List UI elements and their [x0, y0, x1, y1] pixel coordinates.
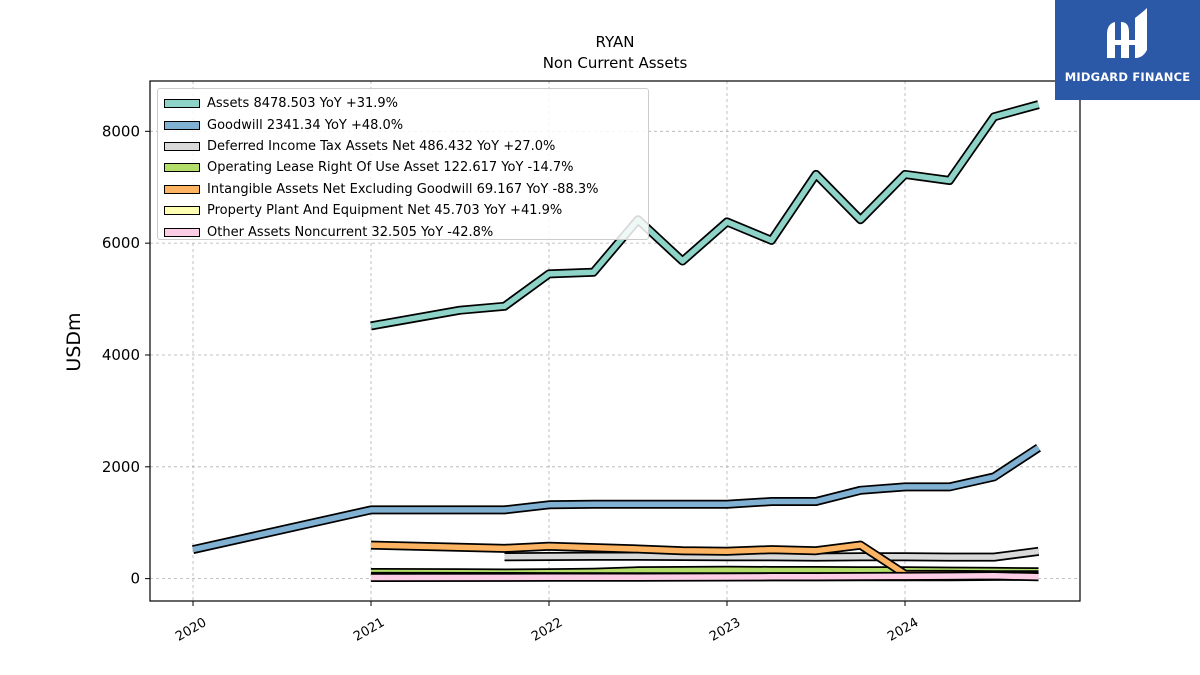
chart-subtitle: Non Current Assets: [543, 54, 688, 72]
legend-swatch-5: [164, 206, 200, 216]
logo-text: MIDGARD FINANCE: [1064, 70, 1191, 84]
chart-title: RYAN: [596, 33, 635, 51]
legend-entry-6: Other Assets Noncurrent 32.505 YoY -42.8…: [164, 221, 642, 242]
legend-label-1: Goodwill 2341.34 YoY +48.0%: [207, 117, 404, 133]
legend-label-3: Operating Lease Right Of Use Asset 122.6…: [207, 160, 574, 176]
series-line-6: [370, 573, 1039, 581]
legend-swatch-0: [164, 99, 200, 109]
series-layer: [192, 100, 1041, 582]
series-line-0: [370, 101, 1040, 329]
y-tick-label-3: 6000: [102, 234, 140, 252]
legend: Assets 8478.503 YoY +31.9% Goodwill 2341.…: [157, 88, 649, 240]
legend-label-2: Deferred Income Tax Assets Net 486.432 Y…: [207, 138, 556, 154]
legend-swatch-3: [164, 163, 200, 173]
y-tick-label-2: 4000: [102, 346, 140, 364]
legend-swatch-4: [164, 184, 200, 194]
legend-label-4: Intangible Assets Net Excluding Goodwill…: [207, 181, 599, 197]
legend-swatch-6: [164, 227, 200, 237]
y-axis-label: USDm: [63, 312, 85, 371]
legend-entry-0: Assets 8478.503 YoY +31.9%: [164, 93, 642, 114]
x-tick-label-0: 2020: [173, 615, 209, 645]
x-tick-label-2: 2022: [529, 615, 565, 645]
legend-label-0: Assets 8478.503 YoY +31.9%: [207, 96, 399, 112]
legend-entry-2: Deferred Income Tax Assets Net 486.432 Y…: [164, 136, 642, 157]
legend-label-6: Other Assets Noncurrent 32.505 YoY -42.8…: [207, 224, 494, 240]
y-tick-label-1: 2000: [102, 458, 140, 476]
y-tick-label-4: 8000: [102, 122, 140, 140]
legend-swatch-1: [164, 120, 200, 130]
x-tick-label-3: 2023: [707, 615, 743, 645]
series-outline-1: [192, 443, 1041, 554]
logo-mark-icon: [1107, 8, 1147, 58]
legend-label-5: Property Plant And Equipment Net 45.703 …: [207, 203, 563, 219]
legend-entry-3: Operating Lease Right Of Use Asset 122.6…: [164, 157, 642, 178]
legend-entry-4: Intangible Assets Net Excluding Goodwill…: [164, 179, 642, 200]
y-axis: 0 2000 4000 6000 8000: [102, 122, 150, 588]
series-line-2: [504, 548, 1039, 560]
midgard-finance-logo: MIDGARD FINANCE: [1055, 0, 1200, 100]
plot-frame: [149, 80, 1081, 602]
y-tick-label-0: 0: [130, 570, 140, 588]
legend-entry-5: Property Plant And Equipment Net 45.703 …: [164, 200, 642, 221]
x-tick-label-4: 2024: [885, 615, 921, 645]
x-axis: 2020 2021 2022 2023 2024: [173, 601, 921, 645]
legend-entry-1: Goodwill 2341.34 YoY +48.0%: [164, 114, 642, 135]
legend-swatch-2: [164, 141, 200, 151]
x-tick-label-1: 2021: [351, 615, 387, 645]
series-line-1: [192, 445, 1041, 553]
